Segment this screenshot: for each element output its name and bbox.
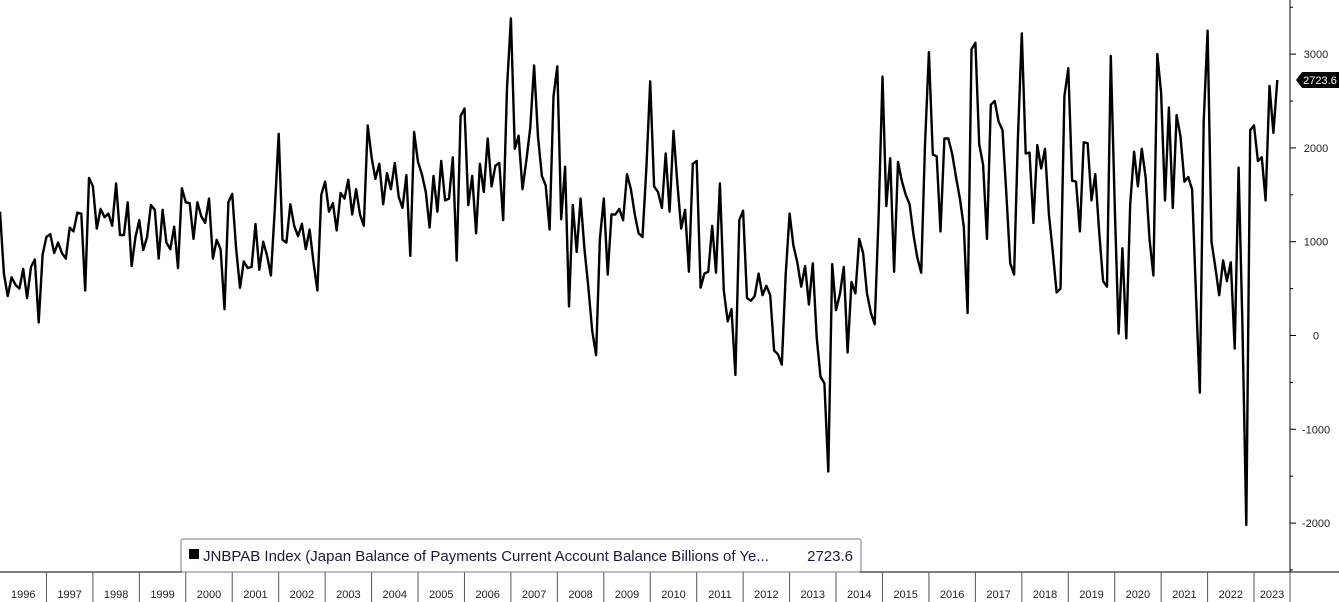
y-tick-label: 1000 bbox=[1304, 237, 1328, 249]
y-tick-label: 3000 bbox=[1304, 49, 1328, 61]
legend-series-name: JNBPAB Index (Japan Balance of Payments … bbox=[203, 548, 769, 565]
y-tick-label: 2000 bbox=[1304, 143, 1328, 155]
x-tick-label: 2011 bbox=[708, 589, 732, 601]
x-tick-label: 2022 bbox=[1219, 589, 1243, 601]
x-tick-label: 2009 bbox=[615, 589, 639, 601]
legend-last-value: 2723.6 bbox=[807, 548, 853, 565]
x-tick-label: 2020 bbox=[1126, 589, 1150, 601]
x-tick-label: 1996 bbox=[11, 589, 35, 601]
last-value-tag-shape bbox=[1296, 72, 1339, 89]
legend-swatch bbox=[189, 549, 199, 559]
y-tick-label: 0 bbox=[1313, 331, 1319, 343]
y-axis: 3000 2000 1000 0 -1000 -2000 bbox=[1289, 0, 1330, 572]
x-tick-label: 2004 bbox=[383, 589, 407, 601]
x-tick-label: 2012 bbox=[754, 589, 778, 601]
series-group bbox=[0, 17, 1279, 527]
x-tick-label: 2015 bbox=[893, 589, 917, 601]
x-tick-label: 2006 bbox=[475, 589, 499, 601]
x-tick-label: 2000 bbox=[197, 589, 221, 601]
x-tick-label: 2013 bbox=[801, 589, 825, 601]
legend-box bbox=[180, 538, 862, 573]
x-tick-label: 2021 bbox=[1172, 589, 1196, 601]
x-tick-label: 2002 bbox=[290, 589, 314, 601]
y-tick-label: -2000 bbox=[1302, 518, 1330, 530]
x-tick-label: 1998 bbox=[104, 589, 128, 601]
last-value-label: 2723.6 bbox=[1303, 75, 1337, 87]
x-tick-label: 2001 bbox=[243, 589, 267, 601]
x-tick-label: 2010 bbox=[661, 589, 685, 601]
x-tick-label: 2007 bbox=[522, 589, 546, 601]
x-tick-label: 1999 bbox=[150, 589, 174, 601]
x-tick-label: 2005 bbox=[429, 589, 453, 601]
x-tick-label: 2016 bbox=[940, 589, 964, 601]
last-value-tag: 2723.6 bbox=[1296, 72, 1339, 89]
x-tick-label: 2017 bbox=[986, 589, 1010, 601]
y-tick-label: -1000 bbox=[1302, 424, 1330, 436]
x-tick-label: 2019 bbox=[1079, 589, 1103, 601]
legend: JNBPAB Index (Japan Balance of Payments … bbox=[180, 538, 862, 573]
x-tick-label: 2003 bbox=[336, 589, 360, 601]
x-tick-label: 2018 bbox=[1033, 589, 1057, 601]
x-tick-label: 2023 bbox=[1260, 589, 1284, 601]
x-tick-label: 2008 bbox=[568, 589, 592, 601]
x-tick-label: 2014 bbox=[847, 589, 871, 601]
series-line bbox=[0, 17, 1279, 527]
x-tick-label: 1997 bbox=[57, 589, 81, 601]
